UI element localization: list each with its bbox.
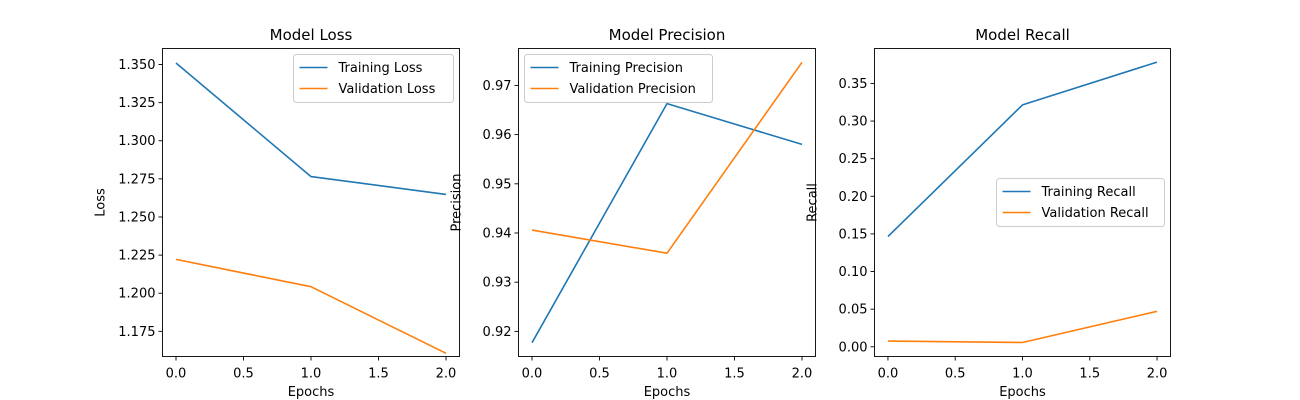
series-line-validation	[887, 310, 1158, 344]
x-tick-label: 2.0	[1147, 367, 1168, 382]
legend-box	[996, 178, 1165, 227]
legend-label: Training Recall	[1041, 185, 1136, 200]
y-axis-label: Precision	[450, 173, 465, 231]
legend-label: Validation Loss	[339, 82, 436, 97]
y-tick-label: 0.92	[483, 325, 512, 340]
plot-area: 0.0 0.5 1.0 1.5 2.0 1.175 1.200 1.225 1.250 1.275…	[118, 48, 460, 382]
x-tick-label: 1.0	[301, 367, 322, 382]
x-tick-label: 2.0	[436, 367, 457, 382]
y-tick-label: 0.95	[483, 177, 512, 192]
legend-label: Validation Recall	[1042, 206, 1149, 221]
y-tick-label: 1.250	[118, 210, 155, 225]
plot-area: 0.0 0.5 1.0 1.5 2.0 0.92 0.93 0.94 0.95 0.96 0.97 T…	[483, 48, 816, 382]
y-tick-label: 0.10	[839, 265, 868, 280]
legend-box	[293, 54, 454, 103]
y-tick-label: 1.300	[118, 134, 155, 149]
y-tick-label: 1.175	[118, 325, 155, 340]
y-tick-label: 1.200	[118, 287, 155, 302]
legend-box	[524, 54, 713, 103]
subplot-recall: 0.0 0.5 1.0 1.5 2.0 0.00 0.05 0.10 0.15 0.20 0.25 0…	[806, 26, 1171, 400]
x-tick-label: 0.5	[589, 367, 610, 382]
series-line-training	[531, 102, 803, 344]
x-tick-label: 0.0	[166, 367, 187, 382]
series-line-validation	[531, 61, 803, 254]
axes-frame	[874, 48, 1171, 357]
y-tick-label: 0.35	[839, 77, 868, 92]
x-tick-label: 1.5	[368, 367, 389, 382]
y-tick-label: 0.93	[483, 276, 512, 291]
x-tick-label: 0.0	[522, 367, 543, 382]
y-axis-label: Loss	[94, 188, 109, 217]
x-tick-label: 0.0	[878, 367, 899, 382]
axes-frame	[162, 48, 460, 357]
chart-title: Model Recall	[975, 26, 1070, 44]
x-tick-label: 1.5	[724, 367, 745, 382]
plot-area: 0.0 0.5 1.0 1.5 2.0 0.00 0.05 0.10 0.15 0.20 0.25 0…	[839, 48, 1171, 382]
legend-label: Training Precision	[569, 61, 683, 76]
series-line-training	[175, 62, 447, 196]
x-axis-label: Epochs	[644, 385, 691, 400]
y-tick-label: 0.20	[839, 190, 868, 205]
y-tick-label: 0.94	[483, 227, 512, 242]
x-axis-label: Epochs	[288, 385, 335, 400]
x-tick-label: 2.0	[792, 367, 813, 382]
x-tick-label: 1.0	[657, 367, 678, 382]
y-tick-label: 0.97	[483, 79, 512, 94]
y-tick-label: 0.30	[839, 115, 868, 130]
legend-label: Training Loss	[338, 61, 423, 76]
y-tick-label: 0.05	[839, 303, 868, 318]
legend: Training Precision Validation Precision	[524, 54, 713, 103]
y-tick-label: 1.225	[118, 249, 155, 264]
subplot-precision: 0.0 0.5 1.0 1.5 2.0 0.92 0.93 0.94 0.95 0.96 0.97 T…	[450, 26, 816, 400]
y-tick-label: 0.96	[483, 128, 512, 143]
y-tick-label: 1.350	[118, 58, 155, 73]
y-tick-label: 0.25	[839, 152, 868, 167]
chart-title: Model Loss	[270, 26, 353, 44]
legend: Training Loss Validation Loss	[293, 54, 454, 103]
legend-label: Validation Precision	[570, 82, 696, 97]
axes-frame	[518, 48, 816, 357]
y-tick-label: 1.325	[118, 96, 155, 111]
x-axis-label: Epochs	[999, 385, 1046, 400]
x-tick-label: 0.5	[945, 367, 966, 382]
x-tick-label: 1.5	[1079, 367, 1100, 382]
subplot-loss: 0.0 0.5 1.0 1.5 2.0 1.175 1.200 1.225 1.250 1.275…	[94, 26, 460, 400]
y-tick-label: 0.15	[839, 227, 868, 242]
series-line-validation	[175, 258, 447, 355]
chart-title: Model Precision	[609, 26, 726, 44]
x-tick-label: 1.0	[1012, 367, 1033, 382]
y-tick-label: 0.00	[839, 340, 868, 355]
legend: Training Recall Validation Recall	[996, 178, 1165, 227]
x-tick-label: 0.5	[233, 367, 254, 382]
y-tick-label: 1.275	[118, 172, 155, 187]
y-axis-label: Recall	[806, 183, 821, 222]
series-line-training	[887, 61, 1158, 238]
